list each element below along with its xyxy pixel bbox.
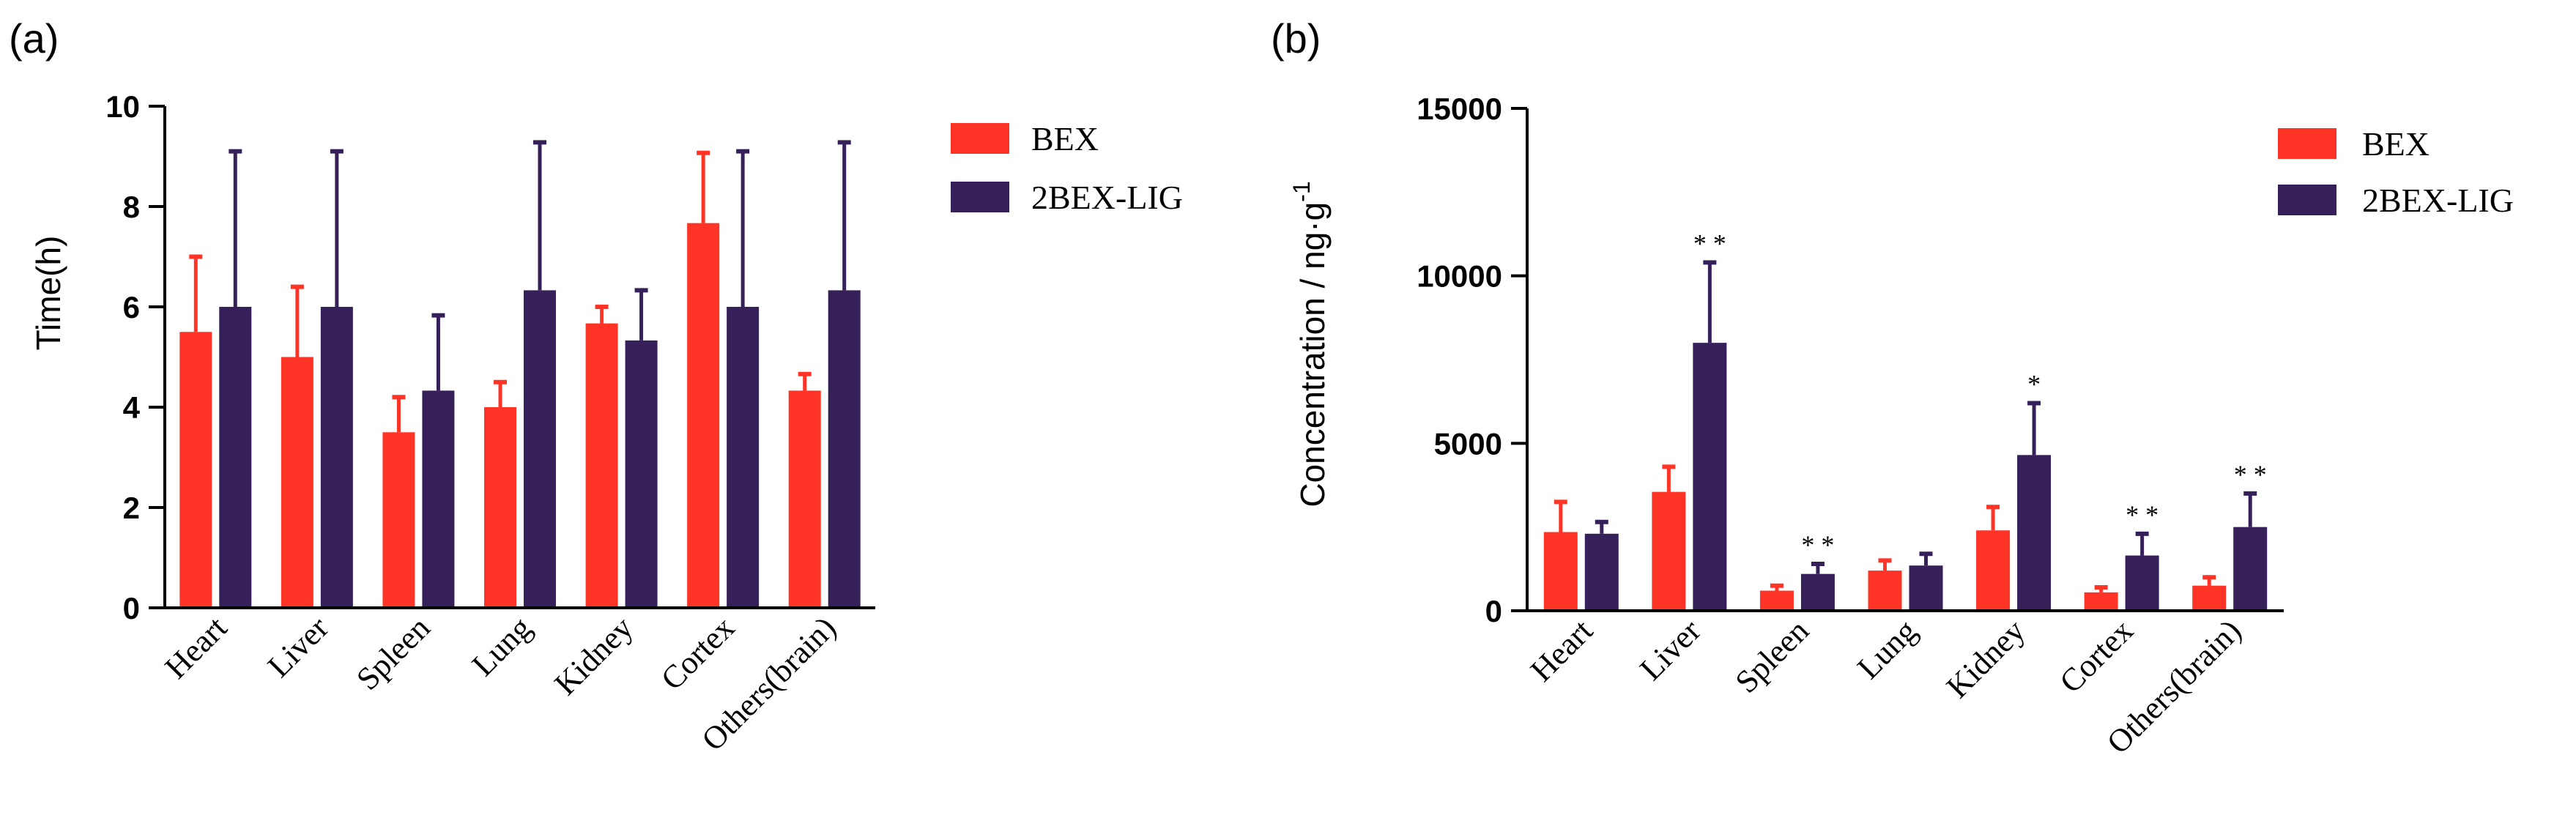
bar-lig (320, 307, 353, 608)
legend-label-lig-b: 2BEX-LIG (2362, 182, 2514, 219)
x-tick-label: Kidney (547, 609, 639, 702)
y-tick-label: 5000 (1434, 426, 1502, 461)
bar-lig (2233, 527, 2268, 611)
bar-lig (828, 290, 861, 608)
y-axis-title-b-sup: -1 (1288, 181, 1315, 201)
bar-bex (585, 323, 618, 608)
bar-bex (1759, 590, 1794, 611)
bar-bex (1976, 530, 2011, 611)
y-tick-label: 0 (123, 591, 140, 625)
bar-lig (524, 290, 556, 608)
bar-lig (1909, 565, 1943, 611)
x-tick-labels-b: Heart Liver Spleen Lung Kidney CortexOthers(b… (1523, 612, 2248, 760)
y-tick-label: 0 (1485, 594, 1502, 628)
x-tick-label: Heart (1523, 612, 1600, 688)
bar-lig (422, 390, 455, 608)
x-tick-label: Spleen (349, 609, 437, 696)
y-tick-label: 2 (123, 491, 140, 525)
legend-a: BEX 2BEX-LIG (951, 120, 1183, 216)
legend-swatch-lig-b (2278, 185, 2336, 215)
bar-lig (1584, 533, 1619, 611)
bar-lig (2017, 455, 2052, 611)
y-axis-ticks-b: 0 5000 10000 15000 (1417, 92, 1527, 628)
significance-marker: * * (2234, 460, 2267, 489)
x-tick-label: Heart (158, 609, 234, 685)
legend-swatch-bex-b (2278, 128, 2336, 159)
bar-bex (1652, 491, 1686, 611)
x-tick-label: Lung (465, 609, 538, 683)
y-axis-title-b: Concentration / ng·g-1 (1288, 181, 1332, 507)
legend-label-bex-b: BEX (2362, 125, 2430, 163)
y-tick-label: 4 (123, 390, 141, 425)
y-axis-ticks-a: 0 2 4 6 8 10 (105, 89, 165, 625)
bar-bex (1543, 532, 1578, 611)
x-tick-label: Lung (1850, 612, 1923, 685)
y-tick-label: 8 (123, 190, 140, 224)
legend-b: BEX 2BEX-LIG (2278, 125, 2514, 219)
y-tick-label: 10 (105, 89, 140, 124)
x-tick-label: Kidney (1940, 612, 2032, 705)
x-tick-label: Cortex (654, 609, 741, 696)
y-tick-label: 10000 (1417, 259, 1502, 294)
bars-b: * * * * * * * * * (1543, 228, 2268, 611)
legend-swatch-lig-a (951, 182, 1009, 212)
bar-bex (281, 357, 313, 608)
significance-marker: * (2027, 369, 2041, 398)
bar-lig (2125, 555, 2159, 611)
x-tick-label: Cortex (2052, 612, 2139, 699)
significance-marker: * * (1693, 228, 1726, 258)
bar-bex (2192, 585, 2227, 611)
y-axis-title-b-main: Concentration / ng·g (1293, 202, 1332, 508)
bar-bex (179, 332, 212, 608)
bars-a (179, 140, 861, 609)
bar-lig (219, 307, 252, 608)
x-tick-label: Liver (1633, 612, 1707, 687)
bar-bex (484, 407, 516, 608)
x-tick-label: Spleen (1729, 612, 1816, 699)
y-tick-label: 6 (123, 290, 140, 324)
chart-panel-b: (b) Concentration / ng·g-1 0 5000 10000 150… (1271, 15, 2514, 761)
significance-marker: * * (1801, 530, 1834, 560)
chart-panel-a: (a) Time(h) 0 2 4 6 8 10 Heart Liver Spleen Lung… (9, 15, 1183, 758)
legend-label-lig-a: 2BEX-LIG (1031, 179, 1183, 216)
x-tick-label: Liver (261, 609, 335, 684)
bar-bex (1868, 570, 1902, 611)
bar-lig (1693, 343, 1727, 611)
bar-lig (727, 307, 760, 608)
bar-bex (687, 223, 720, 609)
x-tick-labels-a: Heart Liver Spleen Lung Kidney CortexOthers(b… (158, 609, 843, 757)
panel-label-b: (b) (1271, 15, 1321, 62)
bar-bex (382, 432, 415, 608)
bar-lig (625, 340, 658, 608)
bar-lig (1800, 573, 1835, 611)
bar-bex (2084, 592, 2118, 611)
y-tick-label: 15000 (1417, 92, 1502, 126)
legend-swatch-bex-a (951, 123, 1009, 154)
panel-label-a: (a) (9, 15, 59, 62)
bar-bex (788, 390, 821, 608)
y-axis-title-a: Time(h) (29, 236, 67, 351)
significance-marker: * * (2126, 500, 2159, 529)
legend-label-bex-a: BEX (1031, 120, 1099, 157)
